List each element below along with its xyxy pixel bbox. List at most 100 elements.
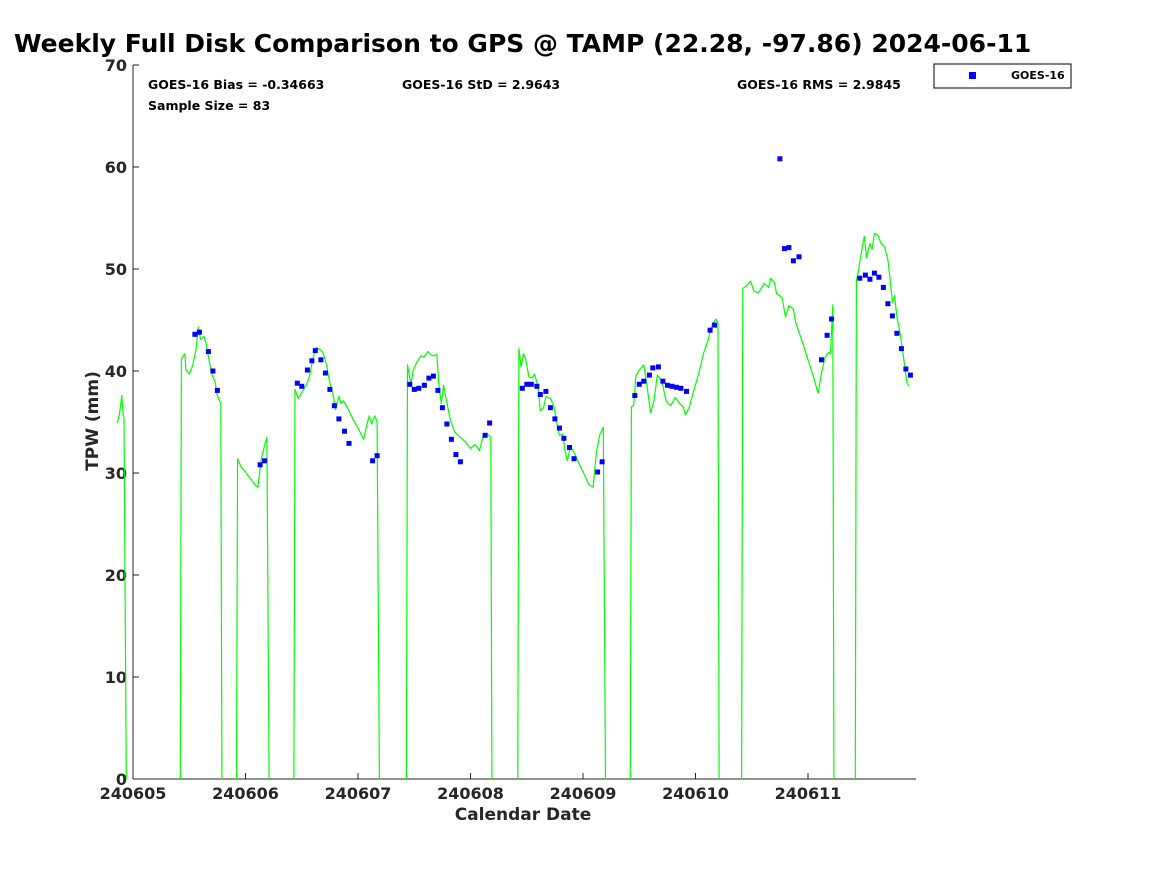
gps-line-segment [854, 232, 910, 780]
goes16-point [435, 387, 441, 393]
chart-title: Weekly Full Disk Comparison to GPS @ TAM… [14, 29, 1031, 58]
goes16-point [336, 416, 342, 422]
y-tick-label: 70 [105, 56, 127, 75]
goes16-point [294, 380, 300, 386]
goes16-point [790, 258, 796, 264]
goes16-point [885, 301, 891, 307]
goes16-point [871, 270, 877, 276]
goes16-point [192, 331, 198, 337]
goes16-point [346, 440, 352, 446]
goes16-point [453, 452, 459, 458]
x-tick-label: 240608 [437, 784, 504, 803]
goes16-point [312, 348, 318, 354]
gps-line-segment [405, 351, 493, 780]
goes16-point [646, 372, 652, 378]
goes16-point-layer [192, 156, 913, 475]
goes16-point [374, 453, 380, 459]
gps-line-segment [293, 346, 380, 780]
goes16-point [898, 346, 904, 352]
bias-stat: GOES-16 Bias = -0.34663 [148, 77, 324, 92]
goes16-point [678, 385, 684, 391]
goes16-point [528, 381, 534, 387]
goes16-point [880, 284, 886, 290]
y-axis-label: TPW (mm) [83, 371, 103, 471]
y-tick-label: 10 [105, 668, 127, 687]
y-tick-label: 60 [105, 158, 127, 177]
goes16-point [829, 316, 835, 322]
goes16-point [571, 456, 577, 462]
x-tick-label: 240610 [662, 784, 729, 803]
goes16-point [712, 322, 718, 328]
y-tick-label: 30 [105, 464, 127, 483]
gps-line-segment [179, 326, 223, 780]
legend-label-goes16: GOES-16 [1011, 69, 1065, 82]
goes16-point [457, 459, 463, 465]
goes16-point [210, 368, 216, 374]
goes16-point [205, 349, 211, 355]
x-tick-label: 240606 [212, 784, 279, 803]
goes16-point [673, 384, 679, 390]
legend-box [933, 63, 1072, 89]
y-tick-label: 0 [116, 770, 127, 789]
sample-size-stat: Sample Size = 83 [148, 98, 270, 113]
goes16-point [556, 425, 562, 431]
goes16-point [894, 330, 900, 336]
goes16-point [669, 383, 675, 389]
goes16-point [262, 458, 268, 464]
goes16-point [664, 382, 670, 388]
goes16-point [299, 383, 305, 389]
goes16-point [318, 357, 324, 363]
y-tick-label: 40 [105, 362, 127, 381]
goes16-point [777, 156, 783, 162]
goes16-point [524, 381, 530, 387]
gps-line-layer [116, 232, 910, 780]
x-tick-label: 240605 [100, 784, 167, 803]
goes16-point [327, 386, 333, 392]
goes16-point [684, 388, 689, 394]
goes16-point [862, 272, 868, 278]
goes16-point [824, 332, 830, 338]
goes16-point [552, 416, 558, 422]
goes16-point [214, 387, 220, 393]
statistics-block: GOES-16 Bias = -0.34663 GOES-16 StD = 2.… [148, 77, 901, 113]
goes16-point [786, 245, 792, 251]
y-tick-label: 50 [105, 260, 127, 279]
goes16-point [903, 366, 909, 372]
x-tick-label: 240609 [550, 784, 617, 803]
y-tick-label: 20 [105, 566, 127, 585]
goes16-point [534, 383, 540, 389]
goes16-point [537, 392, 543, 397]
goes16-point [426, 375, 432, 381]
goes16-point [857, 275, 863, 281]
goes16-point [448, 436, 454, 442]
goes16-point [650, 365, 656, 371]
goes16-point [889, 313, 895, 319]
gps-line-segment [235, 436, 270, 780]
x-tick-label: 240607 [325, 784, 392, 803]
goes16-point [309, 358, 315, 364]
goes16-point [487, 420, 493, 426]
goes16-point [407, 381, 413, 387]
goes16-point [430, 373, 436, 379]
gps-line-segment [517, 348, 607, 780]
goes16-point [819, 357, 824, 363]
goes16-point [439, 405, 445, 411]
gps-line-segment [629, 318, 720, 780]
goes16-point [796, 254, 802, 260]
goes16-point [907, 372, 913, 378]
plot-area: 0 10 20 30 40 50 60 70 240605 240606 240607 240608 2… [100, 56, 916, 803]
goes16-point [322, 370, 328, 376]
goes16-point [547, 405, 553, 411]
goes16-point [482, 432, 488, 438]
goes16-point [342, 428, 347, 434]
goes16-point [636, 381, 642, 387]
goes16-point [444, 421, 450, 427]
x-tick-label: 240611 [775, 784, 842, 803]
goes16-point [655, 364, 661, 370]
goes16-point [599, 459, 605, 465]
goes16-point [411, 386, 417, 392]
legend: GOES-16 [933, 63, 1072, 89]
goes16-point [567, 445, 572, 450]
goes16-point [331, 403, 337, 409]
